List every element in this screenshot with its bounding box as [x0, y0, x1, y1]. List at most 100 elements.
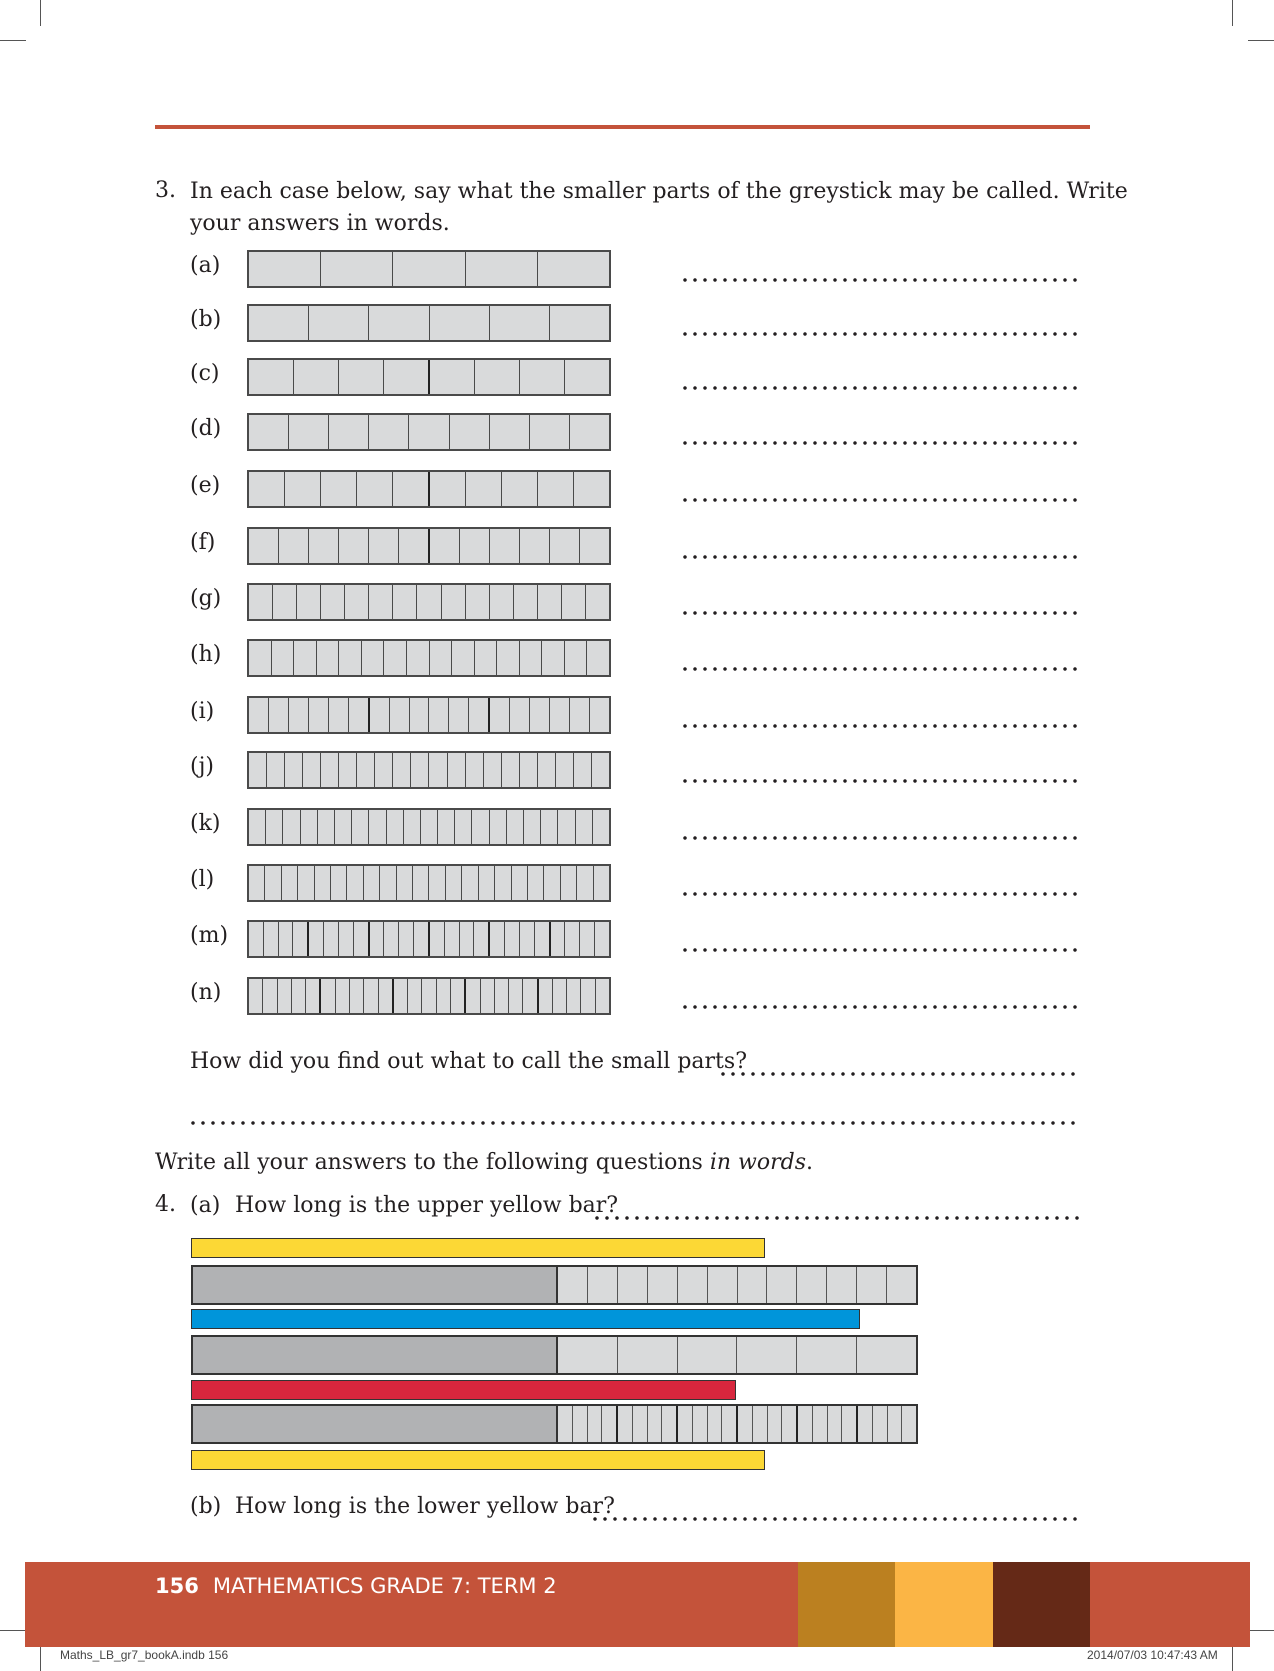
- answer-line-followup-2[interactable]: [188, 1120, 1080, 1126]
- answer-line[interactable]: [680, 610, 1080, 616]
- greystick-part: [308, 698, 329, 732]
- greystick-part: [587, 1267, 618, 1303]
- greystick-part: [565, 360, 609, 394]
- item-label: (h): [190, 642, 222, 667]
- greystick-part: [334, 810, 353, 844]
- greystick: [247, 864, 611, 902]
- greystick-part: [524, 810, 542, 844]
- greystick-part: [472, 810, 490, 844]
- colored-bar: [191, 1238, 765, 1258]
- greystick-part: [328, 698, 349, 732]
- greystick-part: [519, 641, 543, 675]
- item-label: (c): [190, 361, 220, 386]
- answer-line[interactable]: [680, 1004, 1080, 1010]
- answer-line[interactable]: [680, 666, 1080, 672]
- greystick-part: [429, 641, 453, 675]
- greystick-part: [393, 252, 466, 286]
- greystick-parts: [558, 1267, 917, 1303]
- greystick-part: [558, 810, 576, 844]
- greystick-part: [541, 810, 559, 844]
- greystick-part: [352, 810, 370, 844]
- greystick-part: [842, 1406, 858, 1442]
- instruction-prefix: Write all your answers to the following …: [155, 1150, 710, 1175]
- greystick-part: [335, 979, 350, 1013]
- greystick-part: [459, 922, 475, 956]
- item-label: (e): [190, 473, 221, 498]
- greystick-part: [812, 1406, 828, 1442]
- instruction-suffix: .: [806, 1150, 814, 1175]
- answer-line[interactable]: [680, 554, 1080, 560]
- answer-line[interactable]: [680, 277, 1080, 283]
- whole-greystick: [193, 1337, 558, 1373]
- crop-mark: [0, 40, 26, 41]
- greystick-part: [249, 306, 310, 340]
- answer-line-followup[interactable]: [718, 1071, 1080, 1077]
- greystick-part: [593, 866, 609, 900]
- greystick-part: [490, 922, 506, 956]
- greystick-part: [369, 306, 430, 340]
- instruction-emphasis: in words: [709, 1150, 807, 1175]
- greystick-part: [617, 1337, 678, 1373]
- answer-line[interactable]: [680, 891, 1080, 897]
- greystick-part: [403, 810, 421, 844]
- greystick-part: [249, 866, 266, 900]
- greystick-part: [364, 979, 379, 1013]
- greystick-part: [430, 529, 460, 563]
- greystick-part: [494, 979, 510, 1013]
- header-rule: [155, 125, 1090, 129]
- greystick-part: [452, 641, 475, 675]
- greystick-part: [678, 1406, 693, 1442]
- greystick-part: [384, 360, 430, 394]
- greystick-part: [722, 1406, 738, 1442]
- greystick-part: [782, 1406, 798, 1442]
- greystick-part: [529, 415, 570, 449]
- greystick-part: [767, 1267, 798, 1303]
- greystick-part: [321, 472, 357, 506]
- greystick-part: [542, 641, 565, 675]
- greystick-part: [445, 866, 463, 900]
- greystick-part: [466, 472, 502, 506]
- greystick: [247, 920, 611, 958]
- answer-line[interactable]: [680, 440, 1080, 446]
- answer-line[interactable]: [680, 497, 1080, 503]
- greystick-part: [887, 1267, 917, 1303]
- greystick-part: [460, 529, 490, 563]
- greystick-part: [441, 585, 466, 619]
- greystick-part: [363, 866, 381, 900]
- greystick-part: [797, 1337, 858, 1373]
- item-label: (k): [190, 811, 221, 836]
- answer-line[interactable]: [680, 385, 1080, 391]
- answer-line[interactable]: [680, 947, 1080, 953]
- greystick-part: [317, 810, 335, 844]
- answer-line[interactable]: [680, 835, 1080, 841]
- item-label: (g): [190, 586, 222, 611]
- crop-mark: [40, 1645, 41, 1671]
- question-4b-label: (b): [190, 1494, 222, 1519]
- greystick-part: [475, 360, 520, 394]
- greystick-part: [520, 360, 565, 394]
- greystick-part: [298, 866, 315, 900]
- greystick: [247, 304, 611, 342]
- greystick-part: [483, 753, 502, 787]
- greystick-part: [580, 922, 596, 956]
- greystick-part: [560, 866, 578, 900]
- answer-line-4a[interactable]: [592, 1215, 1080, 1221]
- greystick-part: [249, 810, 267, 844]
- greystick-part: [267, 753, 286, 787]
- greystick-part: [273, 585, 298, 619]
- greystick-part: [632, 1406, 648, 1442]
- colored-bar: [191, 1309, 860, 1329]
- answer-line[interactable]: [680, 723, 1080, 729]
- greystick-part: [265, 866, 282, 900]
- greystick-part: [422, 979, 437, 1013]
- question-3-number: 3.: [155, 178, 176, 203]
- slug-left: Maths_LB_gr7_bookA.indb 156: [60, 1648, 229, 1662]
- answer-line[interactable]: [680, 331, 1080, 337]
- greystick-part: [430, 360, 475, 394]
- question-3-text-line1: In each case below, say what the smaller…: [190, 179, 1128, 204]
- answer-line-4b[interactable]: [590, 1516, 1080, 1522]
- greystick-part: [369, 585, 394, 619]
- greystick-part: [462, 866, 479, 900]
- answer-line[interactable]: [680, 778, 1080, 784]
- greystick-part: [285, 472, 321, 506]
